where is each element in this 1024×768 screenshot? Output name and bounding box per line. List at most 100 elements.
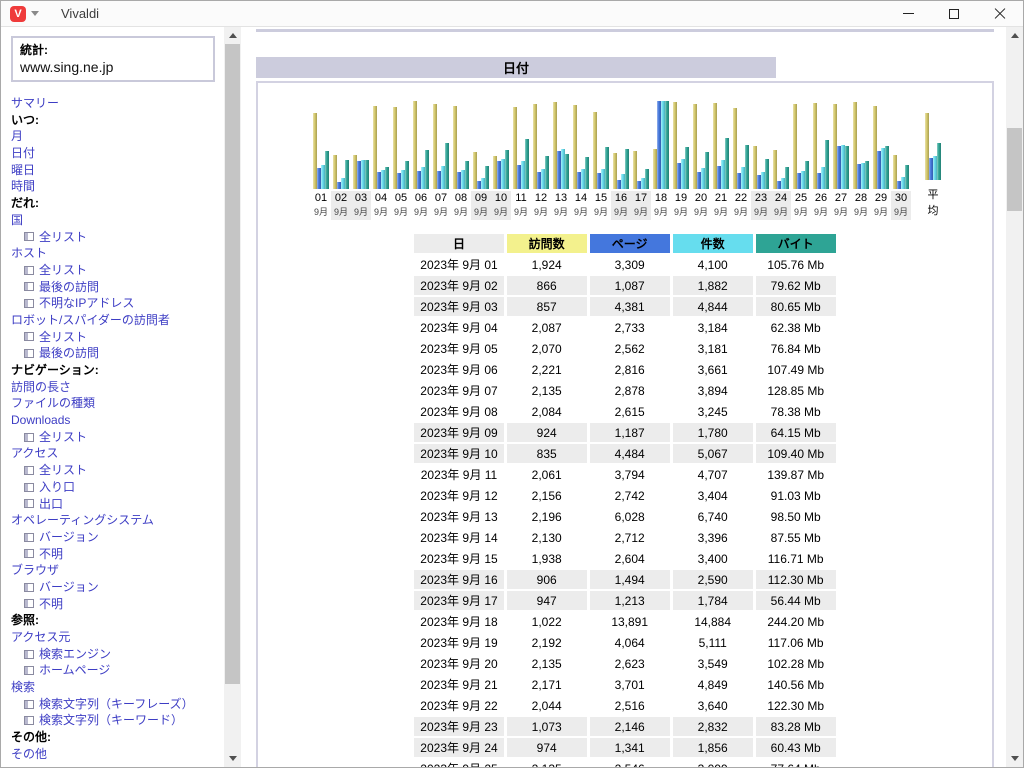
table-cell: 2,562 — [590, 339, 670, 358]
scroll-up-arrow[interactable] — [1006, 27, 1023, 44]
table-row: 2023年 9月 181,02213,89114,884244.20 Mb — [414, 612, 835, 631]
sidebar-sub-link[interactable]: バージョン — [39, 579, 99, 596]
table-cell: 2023年 9月 10 — [414, 444, 503, 463]
table-cell: 2023年 9月 03 — [414, 297, 503, 316]
chart-bar-group: 049月 — [371, 99, 391, 220]
sidebar-link[interactable]: アクセス — [11, 446, 58, 460]
chart-bar-バイト — [325, 151, 329, 189]
sidebar-sub-link[interactable]: 全リスト — [39, 429, 87, 446]
chart-day-label: 169月 — [611, 191, 631, 220]
sidebar-sub-link[interactable]: 不明 — [39, 546, 63, 563]
sidebar-link[interactable]: サマリー — [11, 96, 59, 110]
table-cell: 1,022 — [507, 612, 587, 631]
table-cell: 2,084 — [507, 402, 587, 421]
table-cell: 2023年 9月 21 — [414, 675, 503, 694]
sidebar-section-header: その他: — [11, 729, 224, 746]
chart-bar-group: 109月 — [491, 99, 511, 220]
chart-bars — [373, 99, 389, 189]
chart-bar-バイト — [805, 161, 809, 189]
sidebar-sub-link[interactable]: バージョン — [39, 529, 99, 546]
sidebar-sub-link[interactable]: 全リスト — [39, 462, 87, 479]
table-row: 2023年 9月 112,0613,7944,707139.87 Mb — [414, 465, 835, 484]
minimize-button[interactable] — [885, 1, 931, 26]
sidebar-sub-link[interactable]: 全リスト — [39, 329, 87, 346]
scroll-down-arrow[interactable] — [1006, 750, 1023, 767]
sidebar-sub-link[interactable]: 検索エンジン — [39, 646, 111, 663]
sidebar-link[interactable]: 月 — [11, 129, 23, 143]
sidebar-link[interactable]: アクセス元 — [11, 630, 70, 644]
sidebar-item: ロボット/スパイダーの訪問者 — [11, 312, 224, 329]
sidebar-link[interactable]: 時間 — [11, 179, 35, 193]
chart-bars — [413, 99, 429, 189]
table-cell: 78.38 Mb — [756, 402, 836, 421]
sidebar-sub-link[interactable]: 出口 — [39, 496, 63, 513]
chart-bar-group: 119月 — [511, 99, 531, 220]
sidebar-link[interactable]: 曜日 — [11, 163, 35, 177]
sidebar-link[interactable]: 検索 — [11, 680, 35, 694]
chart-bar-バイト — [385, 167, 389, 189]
popup-window-icon — [24, 499, 34, 508]
vivaldi-menu-button[interactable]: V — [1, 1, 45, 26]
table-body: 2023年 9月 011,9243,3094,100105.76 Mb2023年… — [414, 255, 835, 767]
popup-window-icon — [24, 483, 34, 492]
chart-bar-バイト — [825, 140, 829, 189]
sidebar-link[interactable]: その他 — [11, 747, 47, 761]
titlebar: V Vivaldi — [1, 1, 1023, 27]
table-cell: 116.71 Mb — [756, 549, 836, 568]
sidebar-link[interactable]: 日付 — [11, 146, 35, 160]
sidebar-sub-link[interactable]: 検索文字列（キーワード） — [39, 712, 183, 729]
chart-day-label: 029月 — [331, 191, 351, 220]
sidebar-link[interactable]: ホスト — [11, 246, 47, 260]
scroll-up-arrow[interactable] — [224, 27, 241, 44]
table-cell: 244.20 Mb — [756, 612, 836, 631]
table-cell: 974 — [507, 738, 587, 757]
sidebar-link[interactable]: ファイルの種類 — [11, 396, 95, 410]
chart-bar-バイト — [765, 159, 769, 189]
close-button[interactable] — [977, 1, 1023, 26]
close-icon — [994, 8, 1006, 20]
table-cell: 3,794 — [590, 465, 670, 484]
table-cell: 140.56 Mb — [756, 675, 836, 694]
table-row: 2023年 9月 249741,3411,85660.43 Mb — [414, 738, 835, 757]
sidebar-link[interactable]: ロボット/スパイダーの訪問者 — [11, 313, 170, 327]
table-cell: 947 — [507, 591, 587, 610]
sidebar-sub-link[interactable]: 不明 — [39, 596, 63, 613]
table-cell: 2023年 9月 24 — [414, 738, 503, 757]
sidebar-link[interactable]: Downloads — [11, 413, 70, 427]
chart-bars — [673, 99, 689, 189]
main-scrollbar-thumb[interactable] — [1007, 128, 1022, 211]
chart-bar-group: 089月 — [451, 99, 471, 220]
sidebar-scrollbar — [224, 27, 241, 767]
sidebar-sub-link[interactable]: 不明なIPアドレス — [39, 295, 134, 312]
table-cell: 3,549 — [673, 654, 753, 673]
table-cell: 2023年 9月 07 — [414, 381, 503, 400]
table-cell: 2,712 — [590, 528, 670, 547]
sidebar-item: その他 — [11, 746, 224, 763]
table-cell: 3,640 — [673, 696, 753, 715]
chart-bars — [333, 99, 349, 189]
minimize-icon — [903, 13, 914, 14]
sidebar-sub-link[interactable]: ホームページ — [39, 662, 110, 679]
sidebar-sub-link[interactable]: 全リスト — [39, 229, 87, 246]
table-cell: 2,832 — [673, 717, 753, 736]
chart-bar-バイト — [705, 152, 709, 189]
sidebar-sub-link[interactable]: 全リスト — [39, 262, 87, 279]
table-cell: 2023年 9月 09 — [414, 423, 503, 442]
sidebar-sub-link[interactable]: 入り口 — [39, 479, 75, 496]
sidebar-link[interactable]: ブラウザ — [11, 563, 59, 577]
sidebar-sub-link[interactable]: 最後の訪問 — [39, 279, 99, 296]
scroll-down-arrow[interactable] — [224, 750, 241, 767]
table-cell: 2023年 9月 05 — [414, 339, 503, 358]
table-cell: 2,546 — [590, 759, 670, 767]
sidebar-sub-link[interactable]: 最後の訪問 — [39, 345, 99, 362]
sidebar-sub-link[interactable]: 検索文字列（キーフレーズ） — [39, 696, 194, 713]
sidebar-scrollbar-thumb[interactable] — [225, 44, 240, 684]
sidebar-link[interactable]: 訪問の長さ — [11, 380, 71, 394]
chart-bars — [453, 99, 469, 189]
sidebar-link[interactable]: 国 — [11, 213, 23, 227]
chart-day-label: 279月 — [831, 191, 851, 220]
chart-bar-group: 189月 — [651, 99, 671, 220]
maximize-button[interactable] — [931, 1, 977, 26]
sidebar-link[interactable]: オペレーティングシステム — [11, 513, 154, 527]
table-cell: 2,816 — [590, 360, 670, 379]
